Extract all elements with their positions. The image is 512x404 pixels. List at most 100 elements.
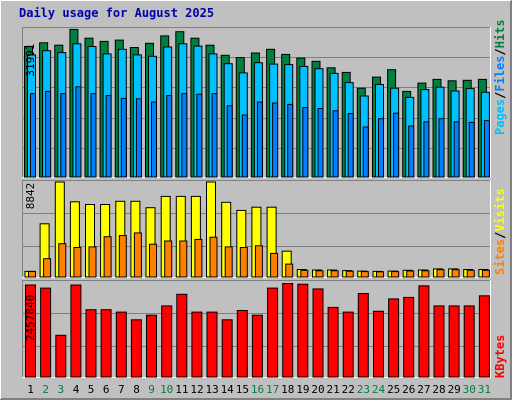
bar-pages-day-22	[347, 113, 354, 178]
bar-pages-day-4	[75, 86, 82, 178]
bar-kbytes-day-10	[161, 305, 173, 378]
bar-sites-day-13	[209, 236, 218, 278]
bar-kbytes-day-14	[221, 319, 233, 378]
panel-kbytes	[22, 280, 491, 378]
bar-sites-day-1	[28, 270, 36, 278]
bar-kbytes-day-9	[146, 314, 157, 378]
panel-pages-files-hits	[22, 27, 491, 178]
day-label-30: 30	[463, 383, 476, 396]
legend-sites: Sites	[493, 239, 507, 275]
bar-pages-day-23	[362, 126, 369, 178]
bar-pages-day-14	[226, 105, 233, 178]
day-label-9: 9	[148, 383, 155, 396]
bar-sites-day-23	[360, 271, 369, 278]
bar-sites-day-8	[133, 232, 142, 278]
bar-kbytes-day-5	[85, 309, 97, 378]
day-label-16: 16	[251, 383, 264, 396]
bar-kbytes-day-13	[206, 311, 218, 378]
bar-pages-day-5	[90, 93, 97, 178]
panel-sites-visits	[22, 180, 491, 278]
bar-kbytes-day-29	[448, 305, 460, 378]
day-label-10: 10	[160, 383, 173, 396]
bar-kbytes-day-1	[25, 284, 36, 378]
day-label-21: 21	[326, 383, 339, 396]
page-title: Daily usage for August 2025	[19, 6, 215, 20]
bar-sites-day-31	[481, 269, 490, 278]
bar-pages-day-19	[302, 107, 309, 178]
bar-pages-day-17	[272, 102, 279, 178]
bar-kbytes-day-26	[403, 296, 415, 378]
bar-pages-day-11	[181, 93, 188, 178]
bar-kbytes-day-28	[433, 305, 445, 378]
bar-sites-day-20	[315, 270, 324, 278]
bar-sites-day-21	[330, 270, 339, 278]
bar-sites-day-4	[73, 247, 82, 278]
day-label-29: 29	[448, 383, 461, 396]
day-label-11: 11	[175, 383, 188, 396]
bar-pages-day-7	[120, 97, 127, 178]
bar-sites-day-29	[451, 269, 460, 278]
bar-pages-day-28	[438, 118, 445, 178]
bar-pages-day-31	[483, 120, 490, 178]
bar-pages-day-3	[60, 93, 67, 178]
bar-sites-day-12	[194, 238, 203, 278]
day-label-3: 3	[57, 383, 64, 396]
legend-top: Pages/Files/Hits	[493, 19, 507, 135]
bar-sites-day-28	[436, 269, 445, 278]
bar-kbytes-day-3	[55, 334, 67, 378]
bar-sites-day-27	[421, 270, 430, 278]
bar-kbytes-day-21	[327, 306, 339, 378]
day-label-8: 8	[133, 383, 140, 396]
bar-pages-day-30	[468, 121, 475, 178]
bar-kbytes-day-24	[373, 310, 384, 378]
bar-pages-day-29	[453, 121, 460, 178]
bar-kbytes-day-22	[342, 311, 354, 378]
day-label-27: 27	[417, 383, 430, 396]
bar-kbytes-day-25	[388, 298, 400, 378]
day-label-13: 13	[205, 383, 218, 396]
day-label-12: 12	[190, 383, 203, 396]
bar-sites-day-5	[88, 246, 97, 278]
bar-pages-day-21	[332, 110, 339, 178]
legend-kbytes: KBytes	[493, 335, 507, 378]
bar-pages-day-12	[196, 93, 203, 178]
day-label-24: 24	[372, 383, 386, 396]
bar-kbytes-day-23	[357, 293, 369, 378]
bar-kbytes-day-20	[312, 288, 324, 378]
legend-sep-3: /	[493, 232, 507, 239]
bar-kbytes-day-12	[191, 311, 203, 378]
bar-kbytes-day-19	[297, 283, 309, 378]
legend-middle: Sites/Visits	[493, 188, 507, 275]
day-label-14: 14	[221, 383, 235, 396]
bottom-axis-max-label: 2457840	[24, 295, 37, 341]
bar-sites-day-19	[300, 269, 309, 278]
bar-pages-day-10	[166, 95, 173, 178]
day-label-7: 7	[118, 383, 125, 396]
bar-kbytes-day-31	[478, 295, 490, 378]
legend-hits: Hits	[493, 19, 507, 48]
day-label-20: 20	[311, 383, 324, 396]
bar-sites-day-10	[164, 240, 173, 278]
day-label-5: 5	[88, 383, 95, 396]
day-label-31: 31	[478, 383, 491, 396]
legend-visits: Visits	[493, 188, 507, 231]
bar-sites-day-9	[149, 243, 157, 278]
bar-sites-day-25	[391, 271, 400, 278]
bar-pages-day-2	[45, 90, 52, 178]
bar-pages-day-16	[256, 101, 263, 178]
day-label-23: 23	[357, 383, 370, 396]
bar-sites-day-7	[118, 235, 127, 278]
bar-sites-day-18	[285, 263, 294, 278]
bar-pages-day-9	[151, 101, 157, 178]
day-label-15: 15	[236, 383, 249, 396]
legend-pages: Pages	[493, 99, 507, 135]
bar-kbytes-day-15	[236, 310, 248, 378]
bar-kbytes-day-30	[463, 305, 475, 378]
bar-kbytes-day-4	[70, 284, 82, 378]
bar-sites-day-26	[406, 270, 415, 278]
bar-sites-day-2	[43, 258, 52, 278]
top-axis-max-label: 31991	[24, 43, 37, 76]
legend-files: Files	[493, 56, 507, 92]
day-label-6: 6	[103, 383, 110, 396]
